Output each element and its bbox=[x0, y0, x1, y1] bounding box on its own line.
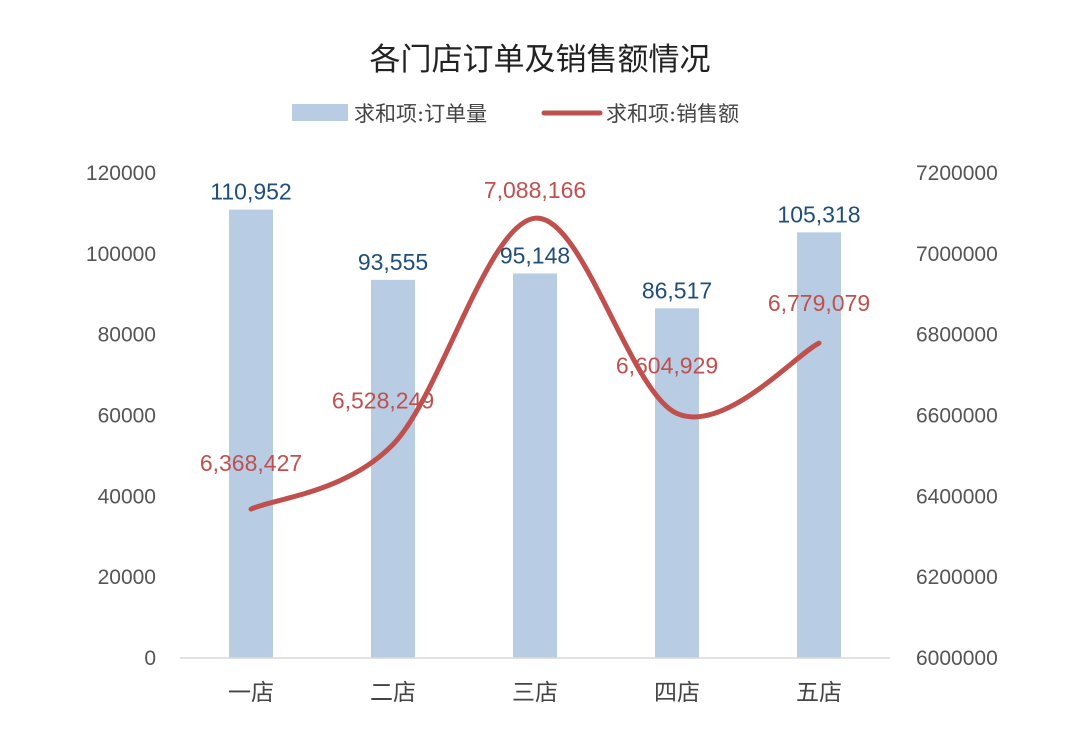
bar-series bbox=[229, 209, 841, 658]
left-tick-label: 20000 bbox=[98, 566, 156, 589]
line-data-label: 6,779,079 bbox=[768, 290, 870, 316]
right-tick-label: 7200000 bbox=[916, 162, 998, 185]
line-series bbox=[248, 215, 822, 512]
left-tick-label: 120000 bbox=[86, 162, 156, 185]
category-labels: 一店 二店 三店 四店 五店 bbox=[228, 680, 842, 706]
left-tick-label: 40000 bbox=[98, 485, 156, 508]
bar-data-label: 95,148 bbox=[500, 242, 570, 268]
right-tick-label: 6000000 bbox=[916, 647, 998, 670]
bar-data-label: 105,318 bbox=[777, 201, 860, 227]
bar-data-label: 86,517 bbox=[642, 277, 712, 303]
right-tick-label: 7000000 bbox=[916, 243, 998, 266]
bar bbox=[655, 308, 699, 658]
right-tick-label: 6400000 bbox=[916, 485, 998, 508]
line-data-label: 7,088,166 bbox=[484, 177, 586, 203]
bar-data-label: 110,952 bbox=[210, 179, 291, 205]
bar bbox=[371, 279, 415, 658]
left-tick-label: 60000 bbox=[98, 405, 156, 428]
line-data-label: 6,528,249 bbox=[332, 387, 434, 413]
category-label: 四店 bbox=[654, 680, 700, 706]
sales-line bbox=[248, 215, 822, 512]
category-label: 一店 bbox=[228, 680, 274, 706]
category-label: 二店 bbox=[370, 680, 416, 706]
bar-data-label: 93,555 bbox=[358, 249, 428, 275]
line-data-label: 6,368,427 bbox=[200, 450, 302, 476]
legend-swatch-bar bbox=[292, 104, 348, 121]
bar-data-labels: 110,952 93,555 95,148 86,517 105,318 bbox=[210, 179, 860, 304]
right-tick-label: 6800000 bbox=[916, 324, 998, 347]
bar bbox=[229, 209, 273, 658]
line-data-labels: 6,368,427 6,528,249 7,088,166 6,604,929 6,77… bbox=[200, 177, 870, 476]
right-tick-label: 6200000 bbox=[916, 566, 998, 589]
line-data-label: 6,604,929 bbox=[616, 353, 718, 379]
legend-label-line: 求和项:销售额 bbox=[606, 102, 739, 126]
bar bbox=[513, 273, 557, 658]
left-tick-label: 100000 bbox=[86, 243, 156, 266]
category-label: 五店 bbox=[796, 680, 842, 706]
left-axis-ticks: 0 20000 40000 60000 80000 100000 120000 bbox=[86, 162, 156, 670]
legend-label-bar: 求和项:订单量 bbox=[354, 102, 487, 126]
right-tick-label: 6600000 bbox=[916, 405, 998, 428]
category-label: 三店 bbox=[512, 680, 558, 706]
chart-title: 各门店订单及销售额情况 bbox=[370, 42, 711, 78]
right-axis-ticks: 6000000 6200000 6400000 6600000 6800000 70000… bbox=[916, 162, 998, 670]
left-tick-label: 0 bbox=[144, 647, 156, 670]
legend: 求和项:订单量 求和项:销售额 bbox=[292, 102, 739, 126]
bar bbox=[797, 232, 841, 658]
left-tick-label: 80000 bbox=[98, 324, 156, 347]
